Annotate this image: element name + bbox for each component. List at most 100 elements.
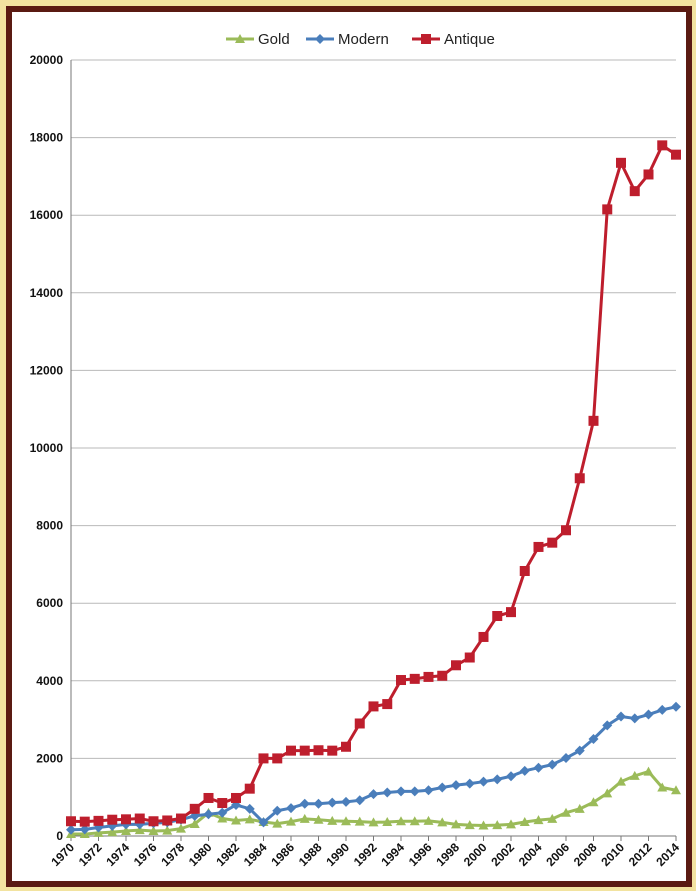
modern-point bbox=[492, 774, 503, 785]
antique-point bbox=[121, 814, 131, 825]
antique-point bbox=[478, 631, 489, 642]
gold-point bbox=[616, 776, 626, 786]
x-tick-label: 2014 bbox=[653, 840, 682, 869]
modern-point bbox=[66, 824, 76, 835]
antique-point bbox=[368, 701, 379, 712]
modern-point bbox=[396, 786, 406, 797]
modern-point bbox=[299, 798, 310, 809]
antique-point bbox=[533, 541, 544, 552]
modern-point bbox=[341, 796, 351, 807]
gold-point bbox=[134, 825, 145, 835]
y-tick-label: 0 bbox=[56, 829, 63, 843]
modern-point bbox=[272, 805, 283, 816]
gold-point bbox=[561, 807, 571, 817]
gold-point bbox=[588, 797, 599, 807]
x-tick-label: 1974 bbox=[103, 840, 132, 869]
modern-point bbox=[478, 776, 489, 787]
gold-point bbox=[368, 817, 379, 827]
modern-point bbox=[409, 786, 420, 797]
gold-point bbox=[423, 815, 434, 825]
modern-point bbox=[616, 711, 626, 722]
modern-point bbox=[547, 759, 558, 770]
gold-point bbox=[519, 817, 530, 827]
antique-point bbox=[244, 783, 255, 794]
y-tick-label: 20000 bbox=[30, 53, 64, 67]
y-tick-label: 6000 bbox=[36, 596, 63, 610]
modern-point bbox=[286, 803, 296, 814]
x-tick-label: 2010 bbox=[598, 840, 627, 869]
gold-point bbox=[437, 817, 448, 827]
x-tick-label: 1970 bbox=[48, 840, 77, 869]
modern-point bbox=[313, 798, 324, 809]
gold-point bbox=[409, 816, 420, 826]
antique-point bbox=[134, 813, 145, 824]
modern-point bbox=[217, 807, 228, 818]
y-tick-label: 4000 bbox=[36, 674, 63, 688]
y-tick-label: 14000 bbox=[30, 286, 64, 300]
gold-point bbox=[121, 825, 131, 835]
gold-point bbox=[176, 823, 186, 833]
antique-point bbox=[286, 745, 296, 756]
modern-point bbox=[671, 701, 681, 712]
antique-series-line bbox=[70, 143, 677, 824]
x-tick-label: 1988 bbox=[296, 840, 325, 869]
modern-point bbox=[464, 778, 475, 789]
antique-point bbox=[657, 140, 668, 151]
antique-point bbox=[519, 565, 530, 576]
modern-point bbox=[451, 780, 461, 791]
antique-point bbox=[327, 745, 338, 756]
modern-legend-label: Modern bbox=[338, 31, 389, 48]
gold-point bbox=[464, 820, 475, 830]
modern-point bbox=[258, 817, 269, 828]
gold-point bbox=[547, 813, 558, 823]
y-tick-label: 16000 bbox=[30, 208, 64, 222]
gold-point bbox=[643, 766, 654, 776]
x-tick-label: 1994 bbox=[378, 840, 407, 869]
gold-point bbox=[506, 819, 516, 829]
antique-point bbox=[671, 149, 681, 160]
x-tick-label: 2002 bbox=[488, 840, 517, 869]
antique-point bbox=[258, 753, 269, 764]
x-tick-label: 1980 bbox=[186, 840, 215, 869]
modern-point bbox=[382, 787, 393, 798]
antique-point bbox=[231, 792, 241, 803]
antique-point bbox=[629, 186, 640, 197]
gold-point bbox=[299, 813, 310, 823]
antique-point bbox=[189, 803, 200, 814]
antique-point bbox=[382, 699, 393, 710]
antique-point bbox=[176, 813, 186, 824]
x-tick-label: 1996 bbox=[406, 840, 435, 869]
antique-point bbox=[409, 673, 420, 684]
modern-series-line bbox=[70, 705, 677, 832]
modern-point bbox=[437, 782, 448, 793]
antique-point bbox=[451, 660, 461, 671]
modern-point bbox=[643, 709, 654, 720]
x-tick-label: 1998 bbox=[433, 840, 462, 869]
antique-legend-label: Antique bbox=[444, 31, 495, 48]
antique-point bbox=[107, 814, 118, 825]
modern-point bbox=[79, 824, 90, 835]
gold-point bbox=[382, 817, 393, 827]
antique-point bbox=[299, 745, 310, 756]
x-tick-label: 2006 bbox=[543, 840, 572, 869]
antique-point bbox=[354, 718, 365, 729]
x-tick-label: 1982 bbox=[213, 840, 242, 869]
gold-point bbox=[231, 815, 241, 825]
x-tick-label: 1976 bbox=[131, 840, 160, 869]
modern-point bbox=[519, 765, 530, 776]
x-tick-label: 2008 bbox=[571, 840, 600, 869]
modern-point bbox=[244, 803, 255, 814]
modern-point bbox=[574, 745, 585, 756]
gold-legend-label: Gold bbox=[258, 31, 290, 48]
antique-point bbox=[421, 34, 431, 44]
antique-point bbox=[464, 652, 475, 663]
gold-point bbox=[657, 782, 668, 792]
gold-point bbox=[671, 785, 681, 795]
x-tick-label: 1978 bbox=[158, 840, 187, 869]
modern-point bbox=[561, 753, 571, 764]
antique-point bbox=[272, 753, 283, 764]
x-tick-label: 1986 bbox=[268, 840, 297, 869]
antique-point bbox=[217, 798, 228, 809]
modern-point bbox=[327, 797, 338, 808]
antique-point bbox=[148, 816, 159, 827]
